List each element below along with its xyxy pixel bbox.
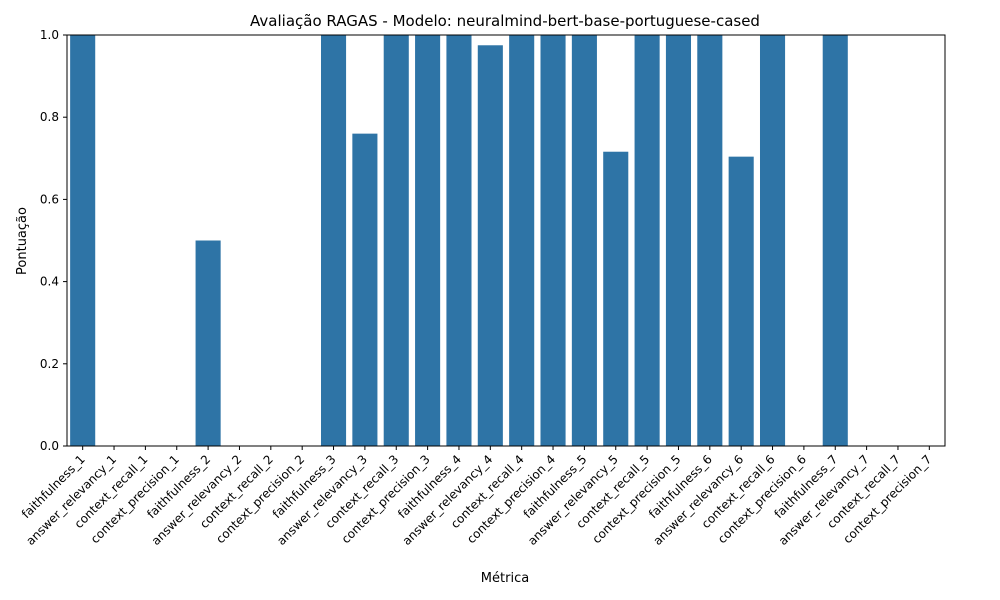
plot-frame xyxy=(66,34,946,447)
bar-faithfulness-7 xyxy=(822,35,848,446)
bar-faithfulness-5 xyxy=(571,35,597,446)
bar-answer-relevancy-6 xyxy=(728,156,754,446)
bar-faithfulness-1 xyxy=(70,35,96,446)
bar-faithfulness-2 xyxy=(195,240,221,446)
bars-group xyxy=(70,35,848,447)
bar-context-recall-3 xyxy=(383,35,409,446)
chart-title: Avaliação RAGAS - Modelo: neuralmind-ber… xyxy=(250,12,760,30)
bar-answer-relevancy-5 xyxy=(603,151,629,446)
y-axis: 0.0 0.2 0.4 0.6 0.8 1.0 xyxy=(40,28,67,453)
x-axis-label: Métrica xyxy=(481,571,529,586)
y-tick-label: 0.6 xyxy=(40,192,59,206)
bar-context-recall-5 xyxy=(634,35,660,446)
bar-context-precision-5 xyxy=(665,35,692,446)
y-axis-label: Pontuação xyxy=(15,207,30,275)
bar-answer-relevancy-3 xyxy=(352,133,378,446)
bar-faithfulness-6 xyxy=(697,35,723,446)
y-tick-label: 0.0 xyxy=(40,439,59,453)
bar-context-recall-4 xyxy=(509,35,535,446)
y-tick-label: 0.4 xyxy=(40,275,59,289)
bar-faithfulness-3 xyxy=(320,35,347,446)
y-tick-label: 0.2 xyxy=(40,357,59,371)
x-axis: faithfulness_1answer_relevancy_1context_… xyxy=(19,446,934,548)
y-tick-label: 0.8 xyxy=(40,110,59,124)
bar-context-recall-6 xyxy=(759,35,786,446)
bar-context-precision-3 xyxy=(415,35,441,446)
bar-faithfulness-4 xyxy=(446,35,472,446)
bar-context-precision-4 xyxy=(540,35,566,446)
bar-answer-relevancy-4 xyxy=(477,45,503,447)
y-tick-label: 1.0 xyxy=(40,28,59,42)
